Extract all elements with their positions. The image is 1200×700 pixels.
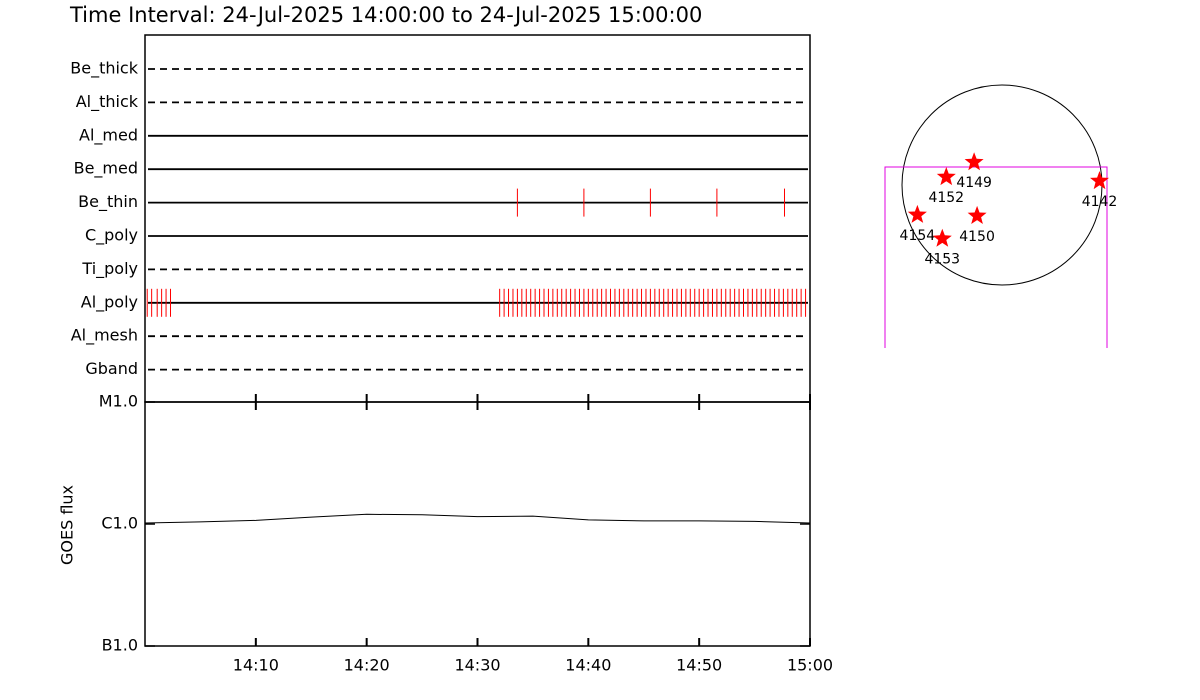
row-label: Ti_poly [81,259,138,279]
x-tick-label: 14:20 [344,656,390,675]
region-label: 4154 [900,228,936,244]
row-label: Be_med [74,159,138,179]
region-star [907,204,927,223]
row-label: Al_med [79,125,138,145]
row-label: Al_poly [81,292,138,312]
row-label: Gband [85,359,138,378]
timeline-frame [144,34,811,403]
y-tick-label: C1.0 [101,514,138,533]
y-tick-label: M1.0 [99,392,138,411]
region-label: 4150 [959,229,995,245]
row-label: Al_mesh [71,326,138,346]
region-label: 4153 [924,252,960,268]
region-label: 4152 [928,190,964,206]
x-tick-label: 14:50 [676,656,722,675]
region-label: 4142 [1082,194,1118,210]
y-axis-label: GOES flux [58,485,77,565]
row-label: C_poly [85,226,138,246]
row-label: Be_thin [78,192,138,212]
region-star [964,152,984,171]
region-star [1090,171,1109,190]
y-tick-label: B1.0 [102,636,138,655]
region-star [936,167,956,186]
row-label: Be_thick [70,59,138,79]
goes-line [144,513,811,524]
region-star [932,228,952,247]
x-tick-label: 14:40 [565,656,611,675]
region-label: 4149 [956,175,992,191]
region-star [967,205,987,224]
chart-title: Time Interval: 24-Jul-2025 14:00:00 to 2… [69,3,702,27]
row-label: Al_thick [76,92,139,112]
fov-box [884,166,1108,348]
x-tick-label: 14:10 [233,656,279,675]
goes-frame [144,401,811,647]
x-tick-label: 14:30 [454,656,500,675]
x-tick-label: 15:00 [787,656,833,675]
